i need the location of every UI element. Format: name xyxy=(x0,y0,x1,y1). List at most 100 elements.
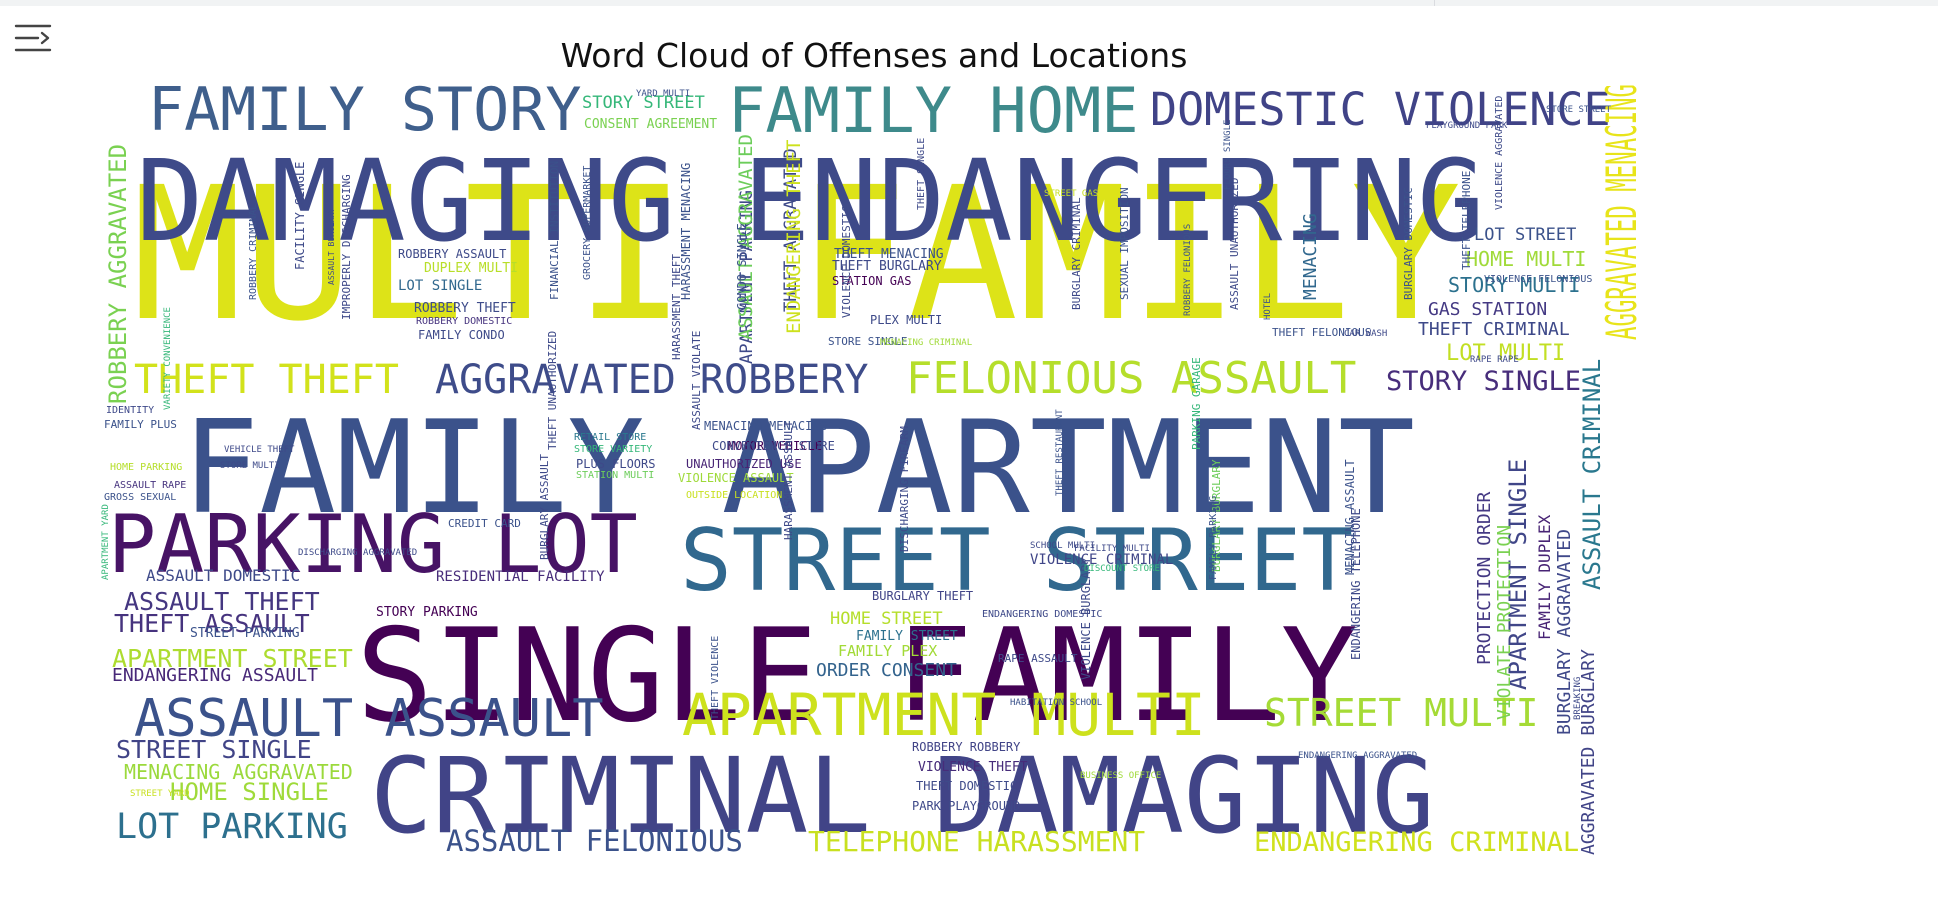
word-gas-station: GAS STATION xyxy=(1428,299,1547,320)
word-condo-single: CONDO SINGLE xyxy=(735,223,749,310)
word-theft-violence: THEFT VIOLENCE xyxy=(710,636,721,720)
word-theft-single: THEFT SINGLE xyxy=(916,138,927,210)
word-improperly-discharging: IMPROPERLY DISCHARGING xyxy=(340,174,353,320)
word-family-plex: FAMILY PLEX xyxy=(838,642,937,660)
word-menacing-criminal: MENACING CRIMINAL xyxy=(880,338,972,348)
word-aggravated-burglary: AGGRAVATED BURGLARY xyxy=(1578,649,1599,855)
word-residential-facility: RESIDENTIAL FACILITY xyxy=(436,569,605,585)
word-home-single: HOME SINGLE xyxy=(170,778,329,806)
word-burglary-assault: BURGLARY ASSAULT xyxy=(538,454,551,560)
word-apartment-multi: APARTMENT MULTI xyxy=(682,681,1206,749)
word-protection-order: PROTECTION ORDER xyxy=(1474,491,1495,665)
word-harassment-theft: HARASSMENT THEFT xyxy=(670,254,683,360)
word-aggravated-menacing: AGGRAVATED MENACING xyxy=(1597,84,1646,340)
word-violence-assault: VIOLENCE ASSAULT xyxy=(678,471,794,485)
word-floors-single: FLOORS SINGLE xyxy=(1223,120,1233,190)
word-assault-unauthorized: ASSAULT UNAUTHORIZED xyxy=(1228,178,1241,310)
word-financial-institution: FINANCIAL INSTITUTION xyxy=(548,161,561,300)
word-family-street: FAMILY STREET xyxy=(856,629,958,644)
word-family-duplex: FAMILY DUPLEX xyxy=(1535,514,1554,640)
word-store-variety: STORE VARIETY xyxy=(574,444,652,455)
word-story-multi: STORY MULTI xyxy=(1448,273,1580,297)
word-cloud-words: MULTI FAMILY FAMILY APARTMENT SINGLE FAMIL… xyxy=(101,74,1646,858)
word-lot-street: LOT STREET xyxy=(1474,225,1576,245)
word-violence-domestic: VIOLENCE DOMESTIC xyxy=(840,205,853,318)
word-duplex-multi: DUPLEX MULTI xyxy=(424,261,518,276)
word-family-plus: FAMILY PLUS xyxy=(104,418,177,431)
word-street-single: STREET SINGLE xyxy=(116,735,312,764)
word-assault-felonious: ASSAULT FELONIOUS xyxy=(446,824,743,858)
word-damaging-endangering: DAMAGING ENDANGERING xyxy=(136,137,1485,267)
word-parking-lot: PARKING LOT xyxy=(108,498,638,591)
word-story-street: STORY STREET xyxy=(582,93,705,113)
word-harassment-assault: HARASSMENT ASSAULT xyxy=(782,420,795,540)
word-burglary-criminal: BURGLARY CRIMINAL xyxy=(1070,197,1083,310)
word-harassment-menacing: HARASSMENT MENACING xyxy=(679,163,693,300)
word-yard-multi: YARD MULTI xyxy=(636,89,690,99)
word-discharging-firearm: DISCHARGING FIREARM xyxy=(898,426,911,552)
word-playground-park: PLAYGROUND PARK xyxy=(1426,121,1508,131)
word-violence-felonious: VIOLENCE FELONIOUS xyxy=(1484,274,1592,285)
word-theft-felonious: THEFT FELONIOUS xyxy=(1272,326,1371,339)
word-store-single: STORE SINGLE xyxy=(828,335,907,348)
word-lot-multi: LOT MULTI xyxy=(1446,341,1565,366)
word-theft-unauthorized: THEFT UNAUTHORIZED xyxy=(546,331,559,450)
word-apartment-street: APARTMENT STREET xyxy=(112,644,353,673)
word-business-office: BUSINESS OFFICE xyxy=(1080,771,1161,781)
top-bar-divider xyxy=(1434,0,1435,6)
word-theft-domestic: THEFT DOMESTIC xyxy=(916,779,1017,793)
word-street-multi: STREET MULTI xyxy=(1264,691,1539,735)
word-endangering-telephone: ENDANGERING TELEPHONE xyxy=(1349,508,1363,660)
word-theft-criminal: THEFT CRIMINAL xyxy=(1418,319,1570,340)
word-theft-menacing: THEFT MENACING xyxy=(834,247,944,262)
word-violence-criminal: VIOLENCE CRIMINAL xyxy=(1030,552,1173,568)
word-store-multi: STORE MULTI xyxy=(220,461,280,471)
word-single-family: SINGLE FAMILY xyxy=(356,602,1358,751)
word-consent-agreement: CONSENT AGREEMENT xyxy=(584,117,717,132)
word-burglary-aggravated: BURGLARY AGGRAVATED xyxy=(1554,529,1575,735)
word-burglary-domestic: BURGLARY DOMESTIC xyxy=(1402,187,1415,300)
word-assault-theft: ASSAULT THEFT xyxy=(124,587,320,616)
word-apartment-parking: APARTMENT PARKING xyxy=(737,190,757,364)
word-violence-theft: VIOLENCE THEFT xyxy=(918,760,1028,775)
word-park-playground: PARK PLAYGROUND xyxy=(912,799,1020,813)
word-menacing-assault: MENACING ASSAULT xyxy=(1343,459,1357,575)
word-assault-domestic: ASSAULT DOMESTIC xyxy=(146,566,300,585)
word-endangering-theft: ENDANGERING THEFT xyxy=(783,140,805,334)
word-telephone-harassment: TELEPHONE HARASSMENT xyxy=(808,825,1145,858)
word-endangering-assault: ENDANGERING ASSAULT xyxy=(112,665,318,686)
chart-title: Word Cloud of Offenses and Locations xyxy=(560,36,1188,75)
word-school-multi: SCHOOL MULTI xyxy=(1030,541,1095,551)
word-store-street: STORE STREET xyxy=(1546,105,1612,115)
word-assault-criminal: ASSAULT CRIMINAL xyxy=(1578,359,1606,590)
word-family-story: FAMILY STORY xyxy=(148,75,581,145)
word-street-yard: STREET YARD xyxy=(130,789,190,799)
word-family-apartment: FAMILY APARTMENT xyxy=(182,394,1415,543)
word-plus-floors: PLUS FLOORS xyxy=(576,457,655,471)
word-violence-aggravated: VIOLENCE AGGRAVATED xyxy=(1494,96,1505,210)
word-order-consent: ORDER CONSENT xyxy=(816,660,957,681)
word-apartment-single: APARTMENT SINGLE xyxy=(1504,459,1532,690)
word-sexual-imposition: SEXUAL IMPOSITION xyxy=(1118,187,1131,300)
word-car-wash: CAR WASH xyxy=(1344,329,1387,339)
word-retail-store: RETAIL STORE xyxy=(574,432,646,443)
word-theft-assault: THEFT ASSAULT xyxy=(114,609,310,638)
word-violence-burglary: VIOLENCE BURGLARY xyxy=(1079,556,1093,680)
word-rape-rape: RAPE RAPE xyxy=(1470,355,1519,365)
output-collapse-icon[interactable] xyxy=(12,20,56,64)
word-assault-violate: ASSAULT VIOLATE xyxy=(690,331,703,430)
word-menacing: MENACING xyxy=(1300,213,1321,300)
word-home-parking: HOME PARKING xyxy=(110,462,182,473)
word-theft-burglary: THEFT BURGLARY xyxy=(832,259,942,274)
word-apartment-yard: APARTMENT YARD xyxy=(101,504,111,580)
word-lot-parking: LOT PARKING xyxy=(116,807,348,847)
word-criminal-damaging: CRIMINAL DAMAGING xyxy=(370,735,1434,857)
word-family-home: FAMILY HOME xyxy=(728,74,1139,147)
word-discount-store: DISCOUNT STORE xyxy=(1084,564,1160,574)
word-home-multi: HOME MULTI xyxy=(1466,247,1586,271)
word-aggravated-robbery: AGGRAVATED ROBBERY xyxy=(435,357,868,403)
word-lot-single: LOT SINGLE xyxy=(398,278,482,294)
word-home-street: HOME STREET xyxy=(830,609,943,629)
word-robbery-domestic: ROBBERY DOMESTIC xyxy=(416,316,512,327)
word-burglary-theft: BURGLARY THEFT xyxy=(872,589,973,603)
